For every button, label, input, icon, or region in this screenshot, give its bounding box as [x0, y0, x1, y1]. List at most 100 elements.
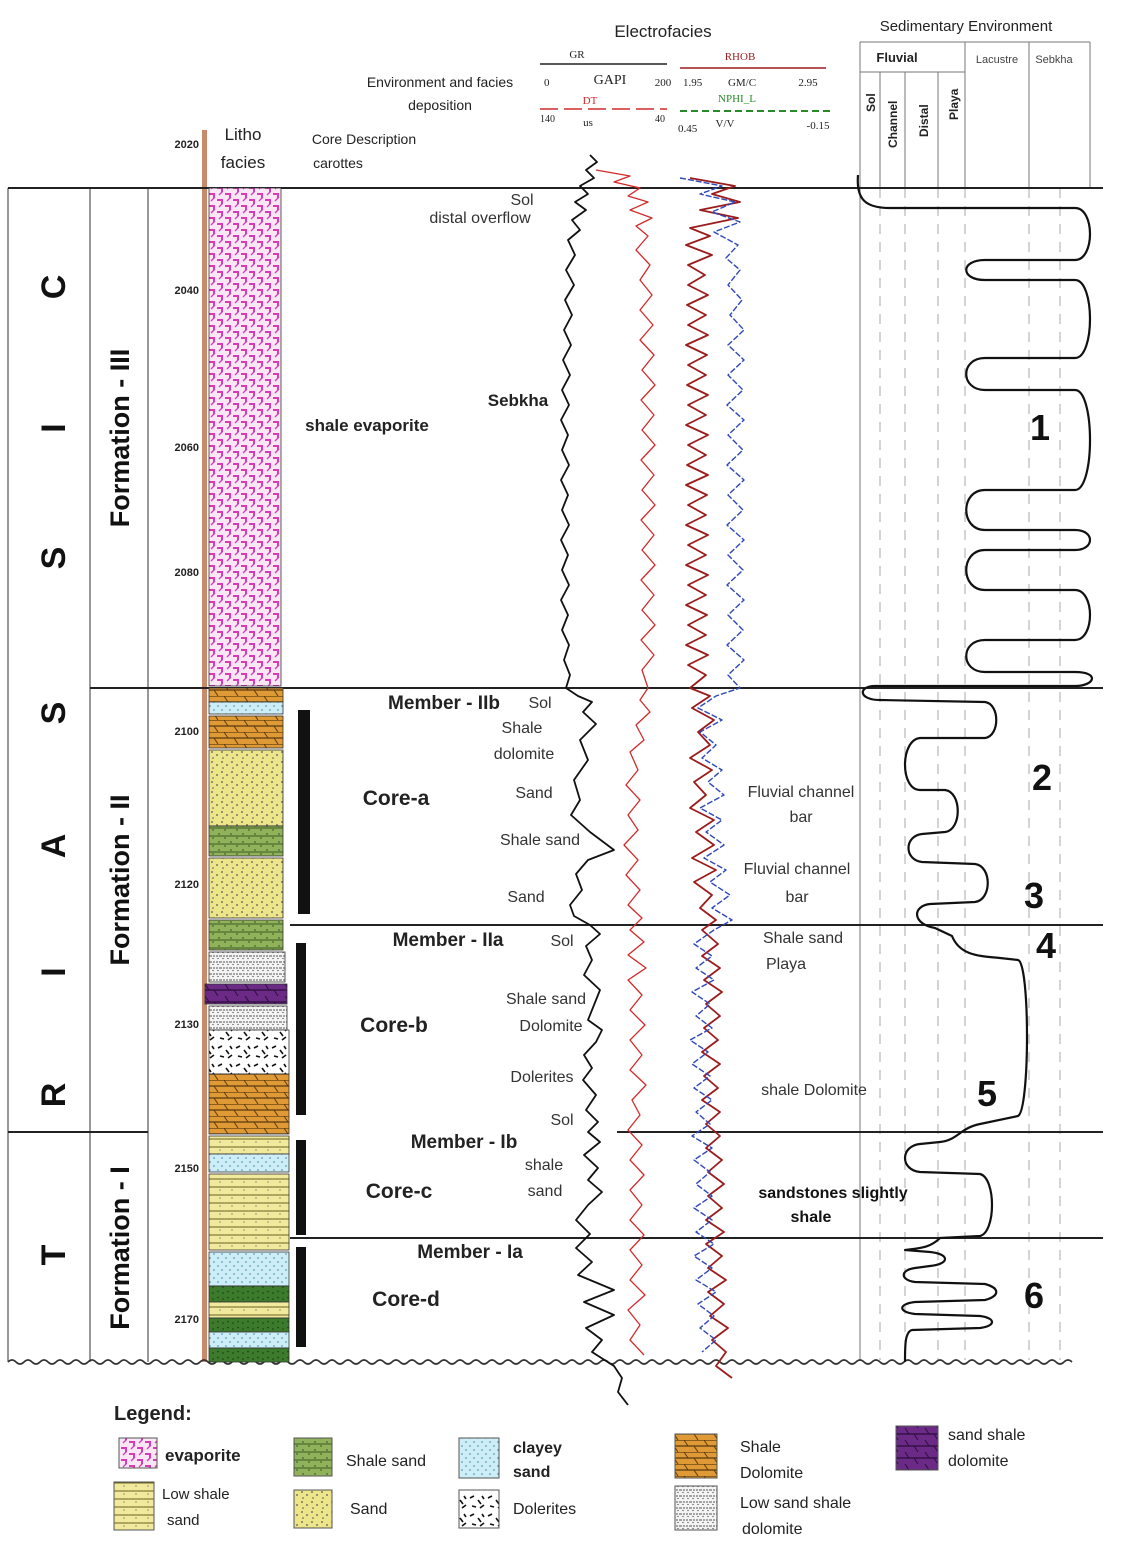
member-Ib-label: Member - Ib [411, 1132, 518, 1153]
litho-shale-sand-dark [208, 1317, 290, 1333]
legend-label-dolomite: Dolomite [740, 1465, 803, 1482]
legend-swatch-evaporite [118, 1437, 158, 1469]
litho-low-shale-sand [208, 1135, 290, 1155]
depth-label: 2100 [175, 726, 199, 738]
fluvial-label: Fluvial [876, 50, 917, 65]
core-description-header-line1: Core Description [312, 131, 416, 147]
nphi-min: 0.45 [678, 123, 698, 135]
legend-label-shale: Shale [740, 1439, 781, 1456]
system-letter: I [35, 967, 73, 976]
litho-clayey-sand [208, 1153, 290, 1173]
depth-labels: 2020 2040 2060 2080 2100 2120 2130 2150 … [175, 139, 199, 1326]
core-b-label: Core-b [360, 1014, 428, 1037]
legend-label-sand: Sand [350, 1501, 387, 1518]
litho-clayey-sand [208, 1251, 290, 1287]
litho-shale-sand-dark [208, 1285, 290, 1303]
litho-facies-header-line1: Litho [225, 125, 262, 144]
dt-unit: us [583, 117, 593, 129]
litho-low-shale-sand [208, 1173, 290, 1251]
env-sand: Sand [515, 785, 552, 802]
gr-min: 0 [544, 77, 550, 89]
litho-clayey-sand [208, 1331, 290, 1349]
env-shale: Shale [502, 720, 543, 737]
legend-swatch-shale-dolomite [674, 1433, 718, 1479]
litho-shale-dolomite [208, 1073, 290, 1135]
gr-name: GR [569, 49, 585, 61]
sequence-number: 3 [1024, 875, 1044, 916]
sebkha-label: Sebkha [1035, 54, 1073, 66]
system-letter: C [35, 275, 73, 300]
legend-swatch-low-shale-sand [113, 1481, 155, 1531]
system-letter: A [35, 834, 73, 859]
system-letter: S [35, 547, 73, 570]
interp-fluvial-channel-1: Fluvial channel [748, 784, 855, 801]
core-description-header-line2: carottes [313, 155, 363, 171]
gr-curve [560, 154, 629, 1406]
litho-sand [208, 749, 284, 827]
channel-col-label: Channel [886, 101, 900, 148]
litho-shale-sand-dark [208, 1347, 290, 1363]
sebkha-env-label: Sebkha [488, 391, 549, 410]
litho-sand [208, 857, 284, 919]
unconformity-base [7, 1359, 1073, 1365]
formation-II-label: Formation - II [105, 795, 135, 966]
env-facies-header-line2: deposition [408, 97, 472, 113]
nphi-curve [679, 177, 745, 1353]
env-sol-IIa: Sol [550, 933, 573, 950]
env-sand: Sand [507, 889, 544, 906]
formation-I-label: Formation - I [105, 1166, 135, 1330]
system-letter: I [35, 423, 73, 432]
legend-swatch-dolerites [458, 1489, 500, 1529]
env-dolomite: dolomite [494, 746, 555, 763]
nphi-max: -0.15 [807, 120, 830, 132]
legend-swatch-sand-shale-dolomite [895, 1425, 939, 1471]
env-shale-sand: Shale sand [500, 832, 580, 849]
core-a-bar [298, 710, 310, 914]
legend-label-sand: sand [167, 1512, 200, 1529]
env-shale-sand: Shale sand [506, 991, 586, 1008]
member-IIb-label: Member - IIb [388, 693, 500, 714]
interp-shale: shale [791, 1209, 832, 1226]
env-shale: shale [525, 1157, 563, 1174]
dt-min: 140 [540, 114, 555, 125]
gr-unit: GAPI [594, 73, 627, 88]
core-c-label: Core-c [366, 1180, 433, 1203]
rhob-max: 2.95 [798, 77, 818, 89]
legend-label-low-sand-shale: Low sand shale [740, 1495, 851, 1512]
depth-label: 2170 [175, 1314, 199, 1326]
litho-low-sand-shale-dolomite [208, 1005, 288, 1031]
rhob-min: 1.95 [683, 77, 703, 89]
litho-sand-shale-dolomite [204, 983, 288, 1005]
core-d-label: Core-d [372, 1288, 440, 1311]
interp-playa: Playa [766, 956, 806, 973]
gr-scale: GR 0 GAPI 200 [540, 49, 672, 89]
sedimentary-env-header: Fluvial Lacustre Sebkha Sol Channel Dist… [859, 41, 1091, 1360]
interp-shale-sand: Shale sand [763, 930, 843, 947]
dt-name: DT [583, 95, 598, 107]
sedimentary-environment-title: Sedimentary Environment [880, 18, 1053, 35]
legend-label-shale-sand: Shale sand [346, 1453, 426, 1470]
litho-facies-header-line2: facies [221, 153, 265, 172]
nphi-scale: NPHI_L 0.45 V/V -0.15 [678, 93, 830, 135]
legend-label-dolerites: Dolerites [513, 1501, 576, 1518]
env-sand: sand [528, 1183, 563, 1200]
env-sol-top: Sol [510, 192, 533, 209]
rhob-name: RHOB [725, 51, 756, 63]
formation-labels: Formation - III Formation - II Formation… [105, 349, 135, 1330]
env-dolerites: Dolerites [510, 1069, 573, 1086]
legend-swatch-shale-sand [293, 1437, 333, 1477]
dt-scale: DT 140 us 40 [540, 95, 667, 129]
legend-label-dolomite: dolomite [742, 1521, 803, 1538]
legend-label-clayey: clayey [513, 1440, 562, 1457]
nphi-unit: V/V [716, 118, 735, 130]
legend-swatch-low-sand-shale-dolomite [674, 1485, 718, 1531]
env-sol-IIb: Sol [528, 695, 551, 712]
environment-grid [879, 188, 1061, 1360]
depth-label: 2130 [175, 1019, 199, 1031]
playa-col-label: Playa [947, 88, 961, 120]
legend-swatch-clayey-sand [458, 1437, 500, 1479]
litho-low-shale-sand [208, 1301, 290, 1319]
env-distal-overflow: distal overflow [429, 210, 531, 227]
rhob-scale: RHOB 1.95 GM/C 2.95 [680, 51, 826, 89]
litho-shale-dolomite [208, 687, 284, 703]
